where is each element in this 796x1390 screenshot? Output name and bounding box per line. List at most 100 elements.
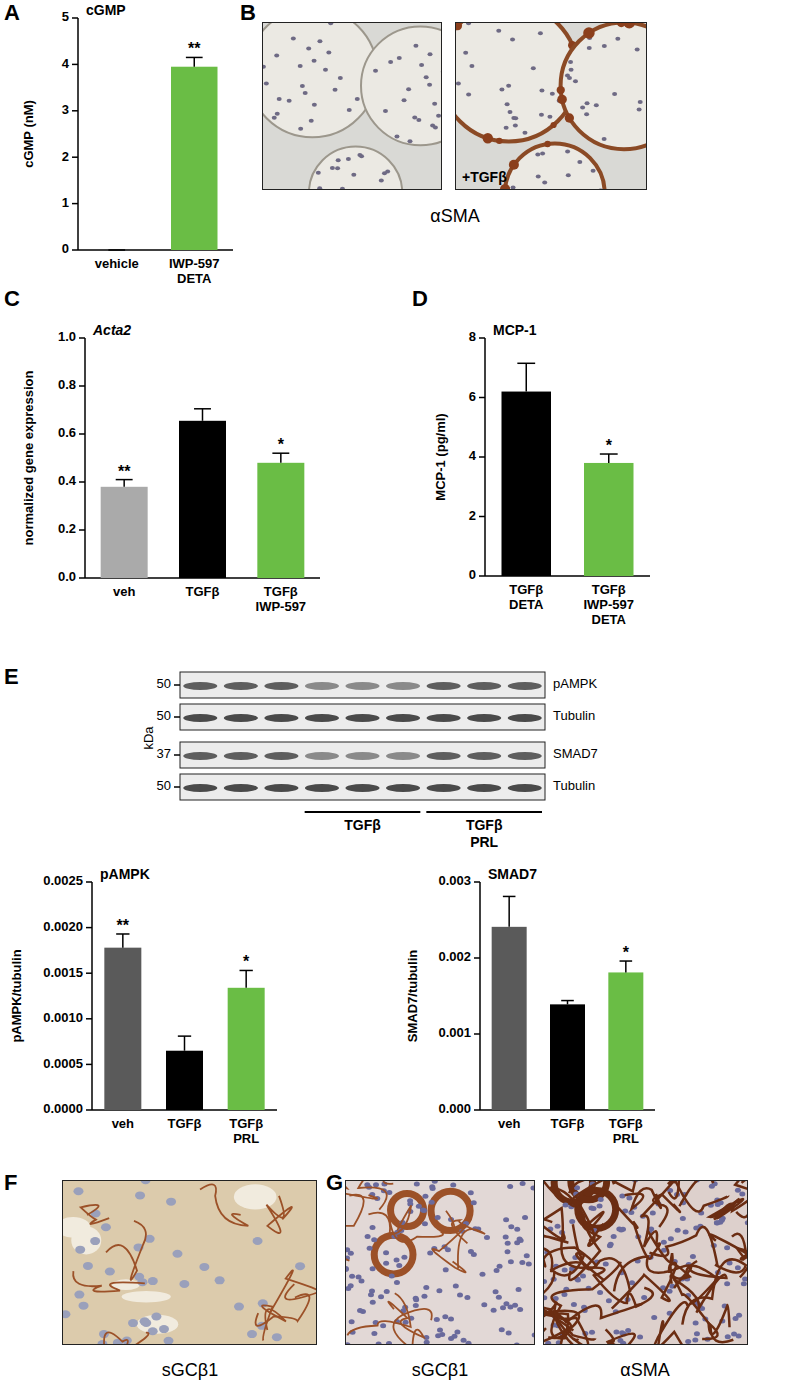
stain [583,27,594,38]
band [224,682,258,690]
nucleus [413,44,418,48]
band [183,784,217,792]
nucleus [422,1221,428,1226]
nucleus [333,88,338,92]
nucleus [516,1287,522,1292]
significance: * [278,436,285,453]
nucleus [413,1303,419,1308]
nucleus [471,1200,477,1205]
nucleus [179,1280,189,1288]
nucleus [628,1210,634,1215]
band [345,752,379,760]
nucleus [577,160,582,164]
nucleus [73,1187,83,1195]
nucleus [469,64,474,68]
category-label: IWP-597DETA [169,256,220,286]
micrograph [62,1180,317,1345]
y-axis [484,338,486,576]
category-label: TGFβPRL [229,1116,263,1146]
image-frame [263,23,442,190]
nucleus [620,1227,626,1232]
row-label: Tubulin [553,708,595,723]
category-line: IWP-597 [169,256,220,271]
category-line: TGFβ [186,584,220,599]
marker-tick [174,786,180,788]
organoid [309,147,403,190]
category-line: TGFβ [168,1116,202,1131]
nucleus [300,84,305,88]
nucleus [336,158,341,162]
blot-strip [180,774,545,800]
error-stem [625,961,627,972]
nucleus [563,1203,569,1208]
category-label: veh [498,1116,520,1131]
nucleus [148,1277,158,1285]
nucleus [573,79,578,83]
tick-label: 2 [62,149,69,164]
nucleus [253,1237,263,1245]
nucleus [562,1268,568,1273]
nucleus [567,76,572,80]
nucleus [435,1215,441,1220]
nucleus [419,63,424,67]
bar [94,250,141,251]
axis-label: pAMPK/tubulin [9,949,24,1042]
category-line: TGFβ [264,584,298,599]
nucleus [378,1294,384,1299]
error-bar [116,934,129,948]
nucleus [466,93,471,97]
nucleus [356,1274,362,1279]
nucleus [497,1264,503,1269]
band [224,752,258,760]
stain [641,1180,677,1247]
nucleus [540,151,545,155]
nucleus [651,1315,657,1320]
nucleus [505,1249,511,1254]
nucleus [434,1317,440,1322]
error-bar [620,961,633,972]
stain [256,1294,310,1326]
nucleus [416,118,421,122]
stain [573,1224,630,1292]
stain [551,122,557,128]
tick-label: 0.002 [438,949,471,964]
nucleus [367,1246,373,1251]
nucleus [626,1195,632,1200]
stain [347,1293,410,1335]
stain [106,1221,146,1280]
nucleus [357,153,362,157]
nucleus [306,46,311,50]
error-stem [526,363,528,391]
nucleus [83,1262,93,1270]
group-label: TGFβ [344,817,381,833]
band [183,682,217,690]
nucleus [287,99,292,103]
band [386,714,420,722]
error-bar [561,1001,574,1005]
band [386,784,420,792]
bar-chart: SMAD7SMAD7/tubulin0.0000.0010.0020.003ve… [405,866,655,1146]
tick-mark [72,110,78,112]
nucleus [484,1235,490,1240]
stain [543,1238,597,1267]
nucleus [298,127,303,131]
category-line: veh [113,584,135,599]
nucleus [368,1292,374,1297]
nucleus [436,114,441,118]
error-cap [517,363,535,365]
stain [714,1193,748,1219]
axis-label: SMAD7/tubulin [405,950,420,1042]
marker-label: 50 [157,778,171,793]
stain [608,1334,657,1345]
nucleus [437,1328,443,1333]
nucleus [539,113,544,117]
stain [393,1309,431,1345]
organoid [505,143,605,190]
nucleus [90,1237,100,1245]
nucleus [692,1337,698,1342]
band [386,682,420,690]
nucleus [503,1217,509,1222]
tick-label: 0.0025 [43,873,83,888]
nucleus [79,1302,89,1310]
bar [179,421,226,578]
